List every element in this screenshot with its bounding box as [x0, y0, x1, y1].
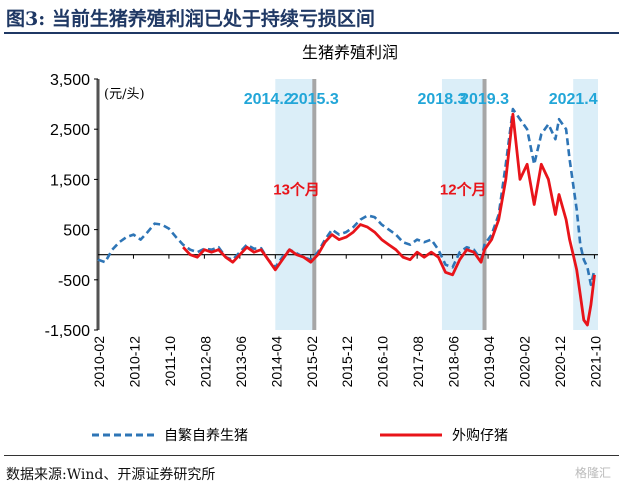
legend-label: 外购仔猪 [452, 428, 508, 444]
y-tick-label: 2,500 [50, 122, 90, 139]
chart-title: 生猪养殖利润 [302, 43, 398, 62]
figure-title: 图3: 当前生猪养殖利润已处于持续亏损区间 [6, 8, 375, 30]
annotation-label: 12个月 [440, 180, 487, 198]
annotation-label: 2014.2 [244, 91, 293, 108]
x-tick-label: 2016-10 [375, 336, 391, 388]
shaded-period [275, 79, 315, 330]
x-tick-label: 2017-08 [410, 336, 426, 388]
x-tick-label: 2013-06 [233, 336, 249, 388]
x-tick-label: 2010-02 [91, 336, 107, 388]
x-tick-label: 2020-12 [552, 336, 568, 388]
x-tick-label: 2015-02 [304, 336, 320, 388]
shaded-period [441, 79, 485, 330]
x-tick-label: 2019-04 [481, 336, 497, 388]
y-tick-label: 500 [63, 223, 90, 240]
annotation-label: 2021.4 [549, 91, 598, 108]
annotation-label: 2015.3 [290, 91, 339, 108]
x-tick-label: 2018-06 [446, 336, 462, 388]
x-tick-label: 2021-10 [587, 336, 603, 388]
x-tick-label: 2014-04 [268, 336, 284, 388]
annotation-label: 13个月 [273, 180, 320, 198]
unit-label: (元/头) [104, 87, 145, 102]
footer-divider [4, 455, 619, 456]
x-tick-label: 2012-08 [197, 336, 213, 388]
title-divider [4, 32, 619, 34]
profit-chart: 生猪养殖利润(元/头)3,5002,5001,500500-500-1,5002… [45, 43, 604, 444]
y-tick-label: -500 [58, 273, 90, 290]
x-tick-label: 2020-02 [517, 336, 533, 388]
series-line-1 [97, 107, 596, 287]
y-tick-label: 3,500 [50, 72, 90, 89]
x-tick-label: 2010-12 [126, 336, 142, 388]
annotation-label: 2019.3 [460, 91, 509, 108]
watermark-logo: 格隆汇 [574, 466, 611, 480]
series-line-2 [182, 112, 596, 327]
annotation-label: 2018.3 [418, 91, 467, 108]
legend-label: 自繁自养生猪 [164, 428, 248, 444]
y-tick-label: -1,500 [45, 323, 90, 340]
x-tick-label: 2015-12 [339, 336, 355, 388]
x-tick-label: 2011-10 [162, 336, 178, 387]
data-source: 数据来源:Wind、开源证券研究所 [6, 467, 216, 483]
y-tick-label: 1,500 [50, 172, 90, 189]
